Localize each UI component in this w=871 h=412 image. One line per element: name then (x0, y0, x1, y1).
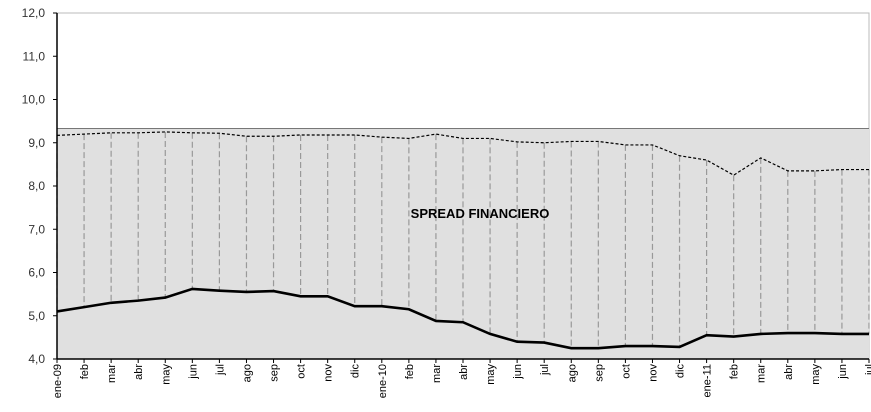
x-tick-label: dic (675, 364, 687, 379)
x-tick-label: may (485, 364, 497, 385)
x-tick-label: jun (187, 364, 199, 380)
x-tick-label: abr (133, 364, 145, 380)
y-tick-label: 4,0 (28, 352, 45, 366)
x-tick-label: dic (350, 364, 362, 379)
x-tick-label: sep (593, 364, 605, 382)
annotation: SPREAD FINANCIERO (411, 206, 550, 221)
line (56, 287, 869, 350)
x-tick-label: ago (241, 364, 253, 382)
x-tick-label: jun (837, 364, 849, 380)
x-tick-label: ene-11 (702, 364, 714, 397)
y-tick-label: 7,0 (28, 222, 45, 236)
x-tick-label: jul (214, 364, 226, 376)
x-tick-label: jul (864, 364, 871, 376)
x-tick-label: abr (458, 364, 470, 380)
x-tick-label: oct (620, 364, 632, 379)
x-tick-label: mar (431, 364, 443, 383)
x-tick-label: ene-09 (52, 364, 64, 398)
x-tick-label: jun (512, 364, 524, 380)
x-tick-label: abr (783, 364, 795, 380)
y-tick-label: 11,0 (23, 49, 46, 63)
line (56, 131, 869, 176)
y-tick-label: 12,0 (22, 6, 46, 20)
x-tick-label: jul (539, 364, 551, 376)
x-tick-label: ene-10 (377, 364, 389, 398)
y-tick-label: 6,0 (28, 266, 45, 280)
x-tick-label: ago (566, 364, 578, 382)
x-tick-label: feb (404, 364, 416, 379)
x-tick-label: mar (756, 364, 768, 383)
x-tick-label: may (810, 364, 822, 385)
y-tick-label: 8,0 (28, 179, 45, 193)
x-tick-label: nov (647, 364, 659, 382)
x-tick-label: may (160, 364, 172, 385)
y-tick-label: 9,0 (28, 136, 45, 150)
area (57, 128, 869, 359)
x-tick-label: nov (323, 364, 335, 382)
x-tick-label: feb (79, 364, 91, 379)
x-tick-label: feb (729, 364, 741, 379)
x-tick-label: sep (269, 364, 281, 382)
x-tick-label: oct (296, 364, 308, 379)
y-tick-label: 5,0 (28, 309, 45, 323)
x-tick-label: mar (106, 364, 118, 383)
y-tick-label: 10,0 (22, 93, 46, 107)
